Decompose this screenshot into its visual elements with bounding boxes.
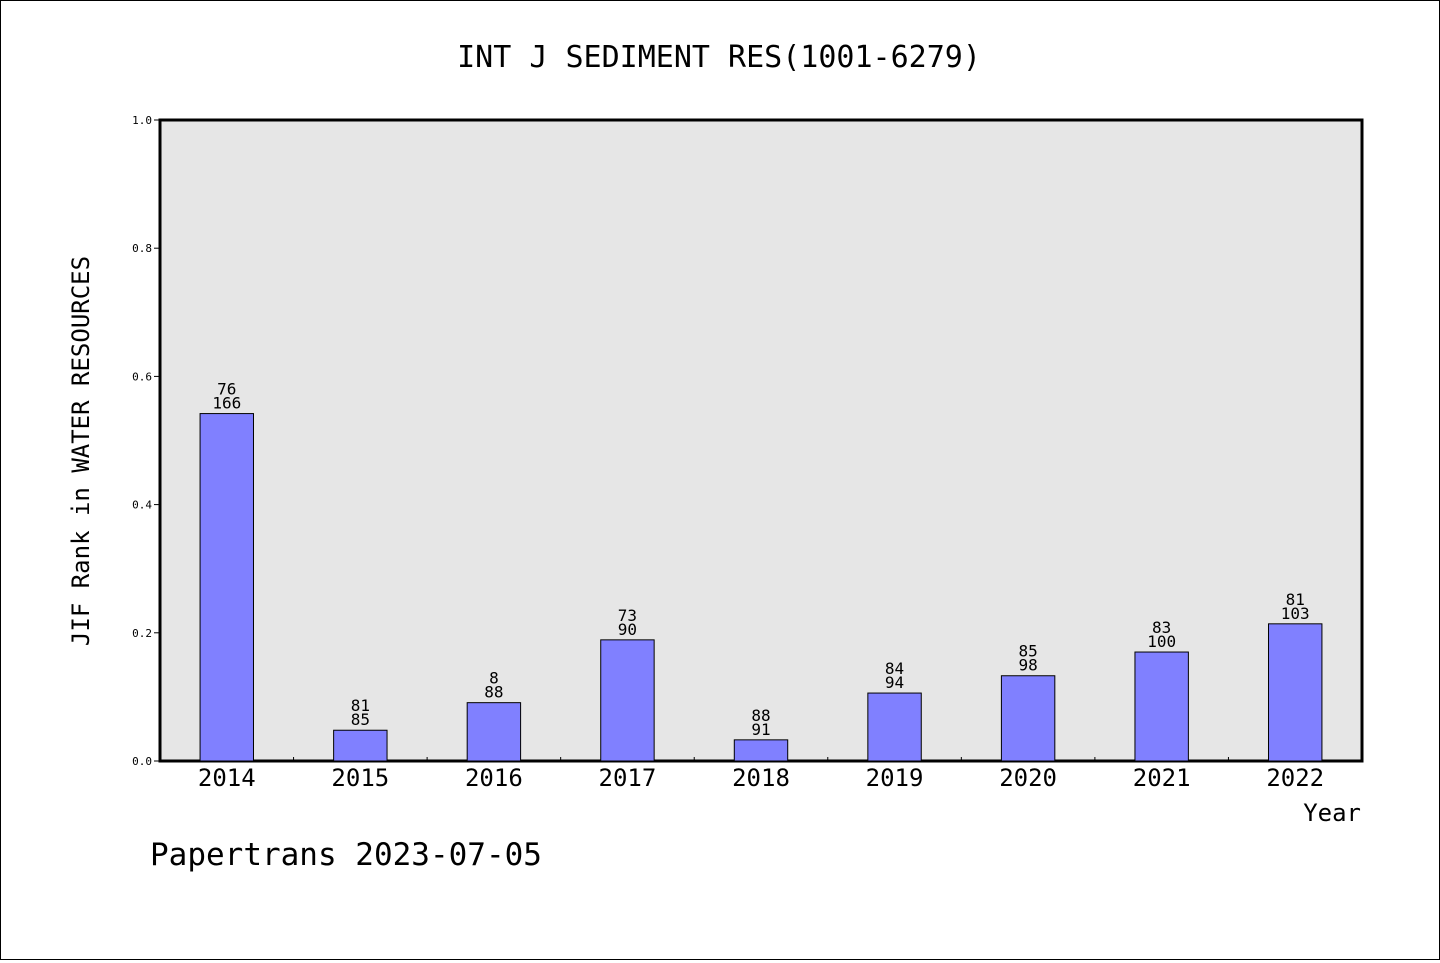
bar-label-bottom: 85 <box>351 710 370 729</box>
bar-label-top: 83 <box>1152 618 1171 637</box>
bar-label-bottom: 91 <box>751 720 770 739</box>
bar-2022 <box>1268 623 1323 762</box>
bar-2014 <box>199 413 254 762</box>
bar-label-bottom: 98 <box>1018 656 1037 675</box>
bar-label-top: 8 <box>489 669 499 688</box>
bar-label-bottom: 166 <box>212 394 241 413</box>
y-tick-label: 1.0 <box>132 114 152 127</box>
bar-2021 <box>1134 651 1189 762</box>
x-tick-label: 2022 <box>1266 764 1324 792</box>
bar-label-top: 81 <box>1286 590 1305 609</box>
y-axis-title: JIF Rank in WATER RESOURCES <box>67 256 95 646</box>
bar-2016 <box>466 702 522 762</box>
x-tick-label: 2021 <box>1133 764 1191 792</box>
x-tick-label: 2016 <box>465 764 523 792</box>
bar-label-top: 88 <box>751 706 770 725</box>
x-axis-labels: 2014 2015 2016 2017 2018 2019 2020 2021 2022 <box>198 764 1324 792</box>
y-tick-label: 0.8 <box>132 242 152 255</box>
bar-label-bottom: 100 <box>1147 632 1176 651</box>
y-axis: 0.0 0.2 0.4 0.6 0.8 1.0 <box>132 114 160 768</box>
x-tick-label: 2019 <box>866 764 924 792</box>
bars <box>199 413 1323 762</box>
x-tick-label: 2017 <box>599 764 657 792</box>
footer-credit: Papertrans 2023-07-05 <box>150 837 542 873</box>
x-tick-label: 2018 <box>732 764 790 792</box>
bar-2015 <box>333 729 388 762</box>
x-tick-label: 2020 <box>999 764 1057 792</box>
bar-label-top: 76 <box>217 380 236 399</box>
bar-label-top: 84 <box>885 659 904 678</box>
bar-label-bottom: 94 <box>885 673 904 692</box>
bar-label-top: 73 <box>618 606 637 625</box>
bar-2018 <box>733 739 789 762</box>
y-tick-label: 0.0 <box>132 755 152 768</box>
chart-title: INT J SEDIMENT RES(1001-6279) <box>457 40 981 75</box>
bar-label-bottom: 88 <box>484 683 503 702</box>
x-axis-ticks <box>293 757 1229 761</box>
y-tick-label: 0.2 <box>132 627 152 640</box>
bar-label-bottom: 103 <box>1281 604 1310 623</box>
bar-label-top: 85 <box>1018 642 1037 661</box>
y-tick-label: 0.4 <box>132 499 152 512</box>
bar-label-bottom: 90 <box>618 620 637 639</box>
bar-label-top: 81 <box>351 696 370 715</box>
x-tick-label: 2015 <box>331 764 389 792</box>
bar-2020 <box>1000 675 1056 762</box>
y-tick-label: 0.6 <box>132 370 152 383</box>
x-axis-title: Year <box>1303 799 1361 827</box>
bar-2017 <box>600 639 655 762</box>
x-tick-label: 2014 <box>198 764 256 792</box>
bar-2019 <box>867 692 922 762</box>
